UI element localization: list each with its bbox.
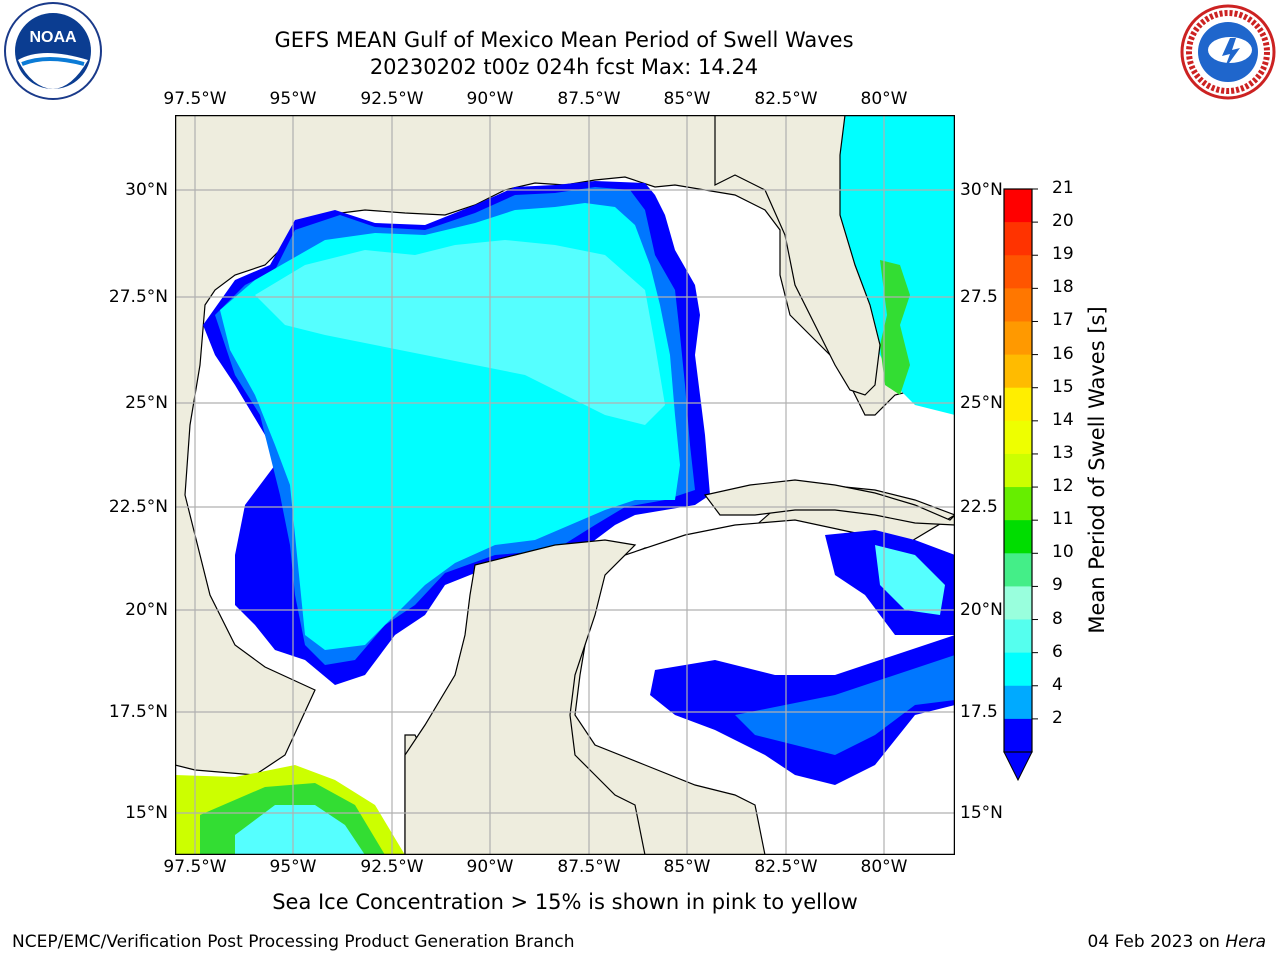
lat-label-right: 15°N: [960, 803, 1003, 823]
lon-label-bottom: 85°W: [663, 857, 711, 877]
colorbar-cell: [1004, 553, 1032, 587]
credit-text: NCEP/EMC/Verification Post Processing Pr…: [12, 932, 575, 952]
lon-label-bottom: 95°W: [269, 857, 317, 877]
colorbar-cells: [1004, 189, 1032, 753]
colorbar-cell: [1004, 619, 1032, 654]
colorbar-tick-label: 10: [1052, 542, 1074, 563]
nws-logo: [1180, 4, 1276, 100]
map-title: GEFS MEAN Gulf of Mexico Mean Period of …: [274, 28, 854, 52]
colorbar-tick-label: 14: [1052, 409, 1074, 430]
swell-lightcyan-patch: [255, 240, 665, 425]
lon-label-top: 85°W: [663, 89, 711, 109]
colorbar-cell: [1004, 520, 1032, 554]
lat-label-right: 27.5: [960, 287, 998, 307]
colorbar-tick-label: 6: [1052, 641, 1063, 662]
lat-label-right: 25°N: [960, 393, 1003, 413]
lon-label-top: 82.5°W: [754, 89, 818, 109]
colorbar-cell: [1004, 487, 1032, 521]
colorbar-tick-label: 19: [1052, 244, 1074, 265]
colorbar-cell: [1004, 321, 1032, 356]
map-subtitle: 20230202 t00z 024h fcst Max: 14.24: [369, 55, 759, 79]
lat-label-left: 30°N: [125, 180, 168, 200]
colorbar-tick-label: 13: [1052, 442, 1074, 463]
lon-label-top: 97.5°W: [163, 89, 227, 109]
colorbar-cell: [1004, 420, 1032, 455]
sea-ice-note: Sea Ice Concentration > 15% is shown in …: [272, 890, 858, 914]
lat-label-left: 17.5°N: [108, 702, 168, 722]
colorbar-tick-label: 15: [1052, 376, 1074, 397]
yucatan-land: [404, 539, 646, 855]
lon-label-bottom: 80°W: [860, 857, 908, 877]
colorbar-cell: [1004, 453, 1032, 488]
colorbar-frame: [1003, 188, 1033, 753]
colorbar-tick-label: 16: [1052, 343, 1074, 364]
colorbar-cell: [1004, 387, 1032, 422]
colorbar-title: Mean Period of Swell Waves [s]: [1085, 306, 1109, 634]
colorbar-tick-label: 12: [1052, 476, 1074, 497]
map-panel: [175, 115, 955, 855]
colorbar-tick-label: 2: [1052, 707, 1063, 728]
lon-label-bottom: 82.5°W: [754, 857, 818, 877]
colorbar-cell: [1004, 222, 1032, 256]
graticule: [175, 115, 955, 855]
colorbar-cell: [1004, 652, 1032, 687]
colorbar-tick-label: 20: [1052, 211, 1074, 232]
lat-label-right: 22.5: [960, 497, 998, 517]
atlantic-green-strip: [880, 260, 910, 395]
colorbar-cell: [1004, 288, 1032, 322]
lat-label-right: 30°N: [960, 180, 1003, 200]
colorbar-cell: [1004, 718, 1032, 753]
lon-label-top: 87.5°W: [557, 89, 621, 109]
svg-text:NOAA: NOAA: [29, 29, 77, 46]
lat-label-left: 20°N: [125, 600, 168, 620]
colorbar-tick-label: 21: [1052, 178, 1074, 198]
florida-land: [714, 115, 881, 396]
colorbar-tick-label: 18: [1052, 277, 1074, 298]
date-stamp: 04 Feb 2023 on Hera: [1087, 932, 1266, 952]
colorbar-extend-arrow: [1003, 751, 1033, 782]
colorbar-cell: [1004, 189, 1032, 223]
lon-label-bottom: 87.5°W: [557, 857, 621, 877]
lat-label-left: 25°N: [125, 393, 168, 413]
lat-label-left: 27.5°N: [108, 287, 168, 307]
lat-label-right: 20°N: [960, 600, 1003, 620]
lon-label-top: 95°W: [269, 89, 317, 109]
colorbar-tick-label: 4: [1052, 674, 1063, 695]
lon-label-top: 90°W: [466, 89, 514, 109]
colorbar-cell: [1004, 354, 1032, 389]
colorbar-tick-label: 8: [1052, 608, 1063, 629]
map-frame: [175, 115, 955, 855]
lon-label-bottom: 90°W: [466, 857, 514, 877]
colorbar-tick-label: 9: [1052, 575, 1063, 596]
noaa-logo: NOAA: [4, 2, 102, 100]
colorbar-tick-label: 11: [1052, 509, 1074, 530]
colorbar-cell: [1004, 255, 1032, 289]
cuba-land: [703, 479, 955, 526]
lat-label-left: 15°N: [125, 803, 168, 823]
colorbar: [1003, 188, 1038, 782]
lat-label-left: 22.5°N: [108, 497, 168, 517]
machine-name: Hera: [1225, 932, 1266, 952]
lat-label-right: 17.5: [960, 702, 998, 722]
lon-label-bottom: 92.5°W: [360, 857, 424, 877]
colorbar-cell: [1004, 586, 1032, 621]
colorbar-tick-label: 17: [1052, 310, 1074, 331]
lon-label-bottom: 97.5°W: [163, 857, 227, 877]
lon-label-top: 80°W: [860, 89, 908, 109]
lon-label-top: 92.5°W: [360, 89, 424, 109]
colorbar-cell: [1004, 685, 1032, 720]
